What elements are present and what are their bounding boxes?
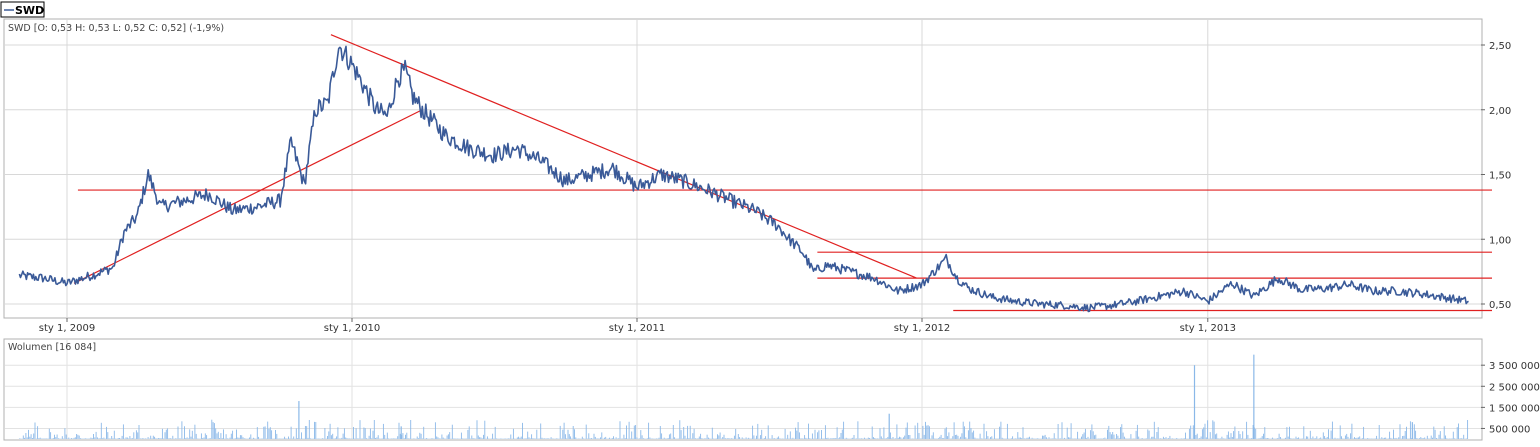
price-series-line — [18, 45, 1469, 313]
price-y-tick-label: 2,00 — [1489, 106, 1511, 117]
volume-y-axis: 500 000 1 500 000 2 500 000 3 500 000 — [1481, 361, 1540, 435]
price-x-axis: sty 1, 2009 sty 1, 2010 sty 1, 2011 sty 1, … — [39, 318, 1236, 334]
volume-panel — [3, 338, 1483, 441]
volume-y-tick-label: 2 500 000 — [1489, 382, 1540, 393]
price-info-label: SWD [O: 0,53 H: 0,53 L: 0,52 C: 0,52] (-… — [8, 23, 224, 34]
trendline — [73, 109, 423, 284]
price-grid — [5, 20, 1481, 317]
price-x-tick-label: sty 1, 2013 — [1180, 323, 1236, 334]
trendline — [330, 34, 917, 279]
price-y-tick-label: 1,00 — [1489, 235, 1511, 246]
price-panel — [3, 18, 1483, 319]
price-annotations — [73, 34, 1492, 312]
volume-y-tick-label: 3 500 000 — [1489, 361, 1540, 372]
volume-info-label: Wolumen [16 084] — [8, 342, 96, 353]
price-x-tick-label: sty 1, 2009 — [39, 323, 95, 334]
volume-y-tick-label: 500 000 — [1489, 424, 1530, 435]
price-y-axis: 0,50 1,00 1,50 2,00 2,50 — [1481, 41, 1511, 311]
price-x-tick-label: sty 1, 2012 — [894, 323, 950, 334]
price-y-tick-label: 2,50 — [1489, 41, 1511, 52]
volume-bars — [18, 354, 1469, 439]
price-y-tick-label: 0,50 — [1489, 300, 1511, 311]
price-series — [18, 45, 1469, 313]
price-x-tick-label: sty 1, 2011 — [609, 323, 665, 334]
legend-tab[interactable]: SWD — [0, 1, 45, 18]
legend-tab-label: SWD — [15, 4, 44, 17]
price-y-tick-label: 1,50 — [1489, 171, 1511, 182]
volume-grid — [5, 340, 1481, 439]
price-x-tick-label: sty 1, 2010 — [324, 323, 380, 334]
volume-y-tick-label: 1 500 000 — [1489, 403, 1540, 414]
